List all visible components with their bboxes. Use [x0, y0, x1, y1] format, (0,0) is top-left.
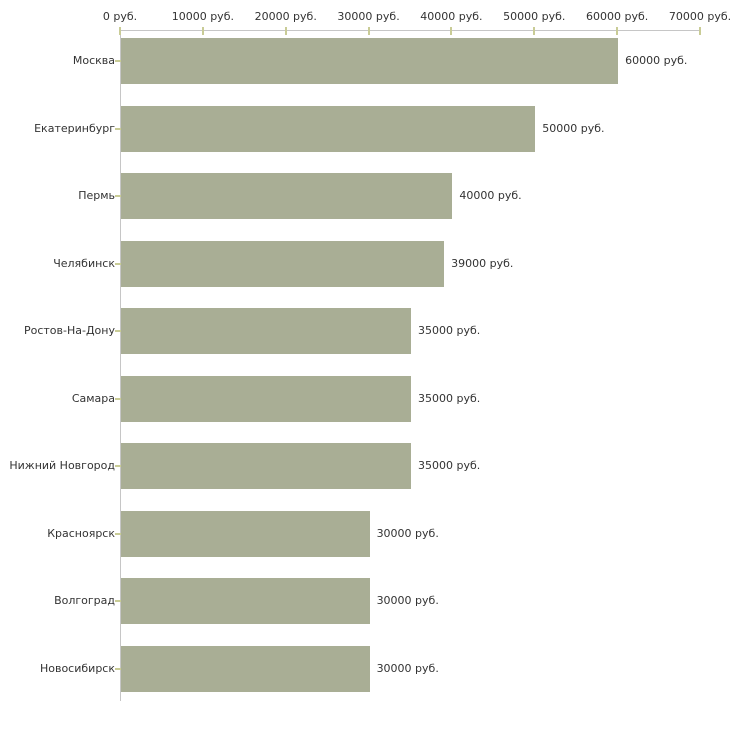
x-axis-tick-label: 60000 руб.	[586, 10, 649, 23]
x-axis-tick-mark	[533, 27, 536, 35]
category-label: Москва	[72, 54, 115, 67]
x-axis-tick-mark	[450, 27, 453, 35]
value-label: 60000 руб.	[625, 54, 688, 67]
category-label: Екатеринбург	[34, 121, 115, 135]
value-label: 50000 руб.	[542, 121, 605, 135]
x-axis-tick-mark	[119, 27, 121, 35]
category-label: Красноярск	[47, 526, 115, 540]
bar-row: Пермь 40000 руб.	[0, 173, 730, 219]
bar-row: Самара 35000 руб.	[0, 375, 730, 422]
bar	[121, 38, 619, 84]
x-axis-tick-label: 30000 руб.	[337, 10, 400, 23]
bar	[121, 443, 411, 489]
category-tick-mark	[115, 330, 122, 332]
bar	[121, 173, 453, 219]
x-axis-tick-mark	[616, 27, 619, 35]
bar	[121, 510, 370, 557]
category-tick-mark	[115, 397, 122, 400]
category-label: Пермь	[78, 189, 115, 202]
category-tick-mark	[115, 195, 122, 197]
x-axis-tick-label: 20000 руб.	[254, 10, 317, 23]
bar-row: Екатеринбург 50000 руб.	[0, 105, 730, 152]
category-tick-mark	[115, 532, 122, 535]
bar-row: Ростов-На-Дону 35000 руб.	[0, 308, 730, 354]
x-axis-line	[120, 30, 701, 31]
bar-row: Нижний Новгород 35000 руб.	[0, 443, 730, 489]
x-axis-tick-label: 40000 руб.	[420, 10, 483, 23]
bar	[121, 578, 370, 624]
x-axis-tick-label: 50000 руб.	[503, 10, 566, 23]
x-axis-tick-label: 70000 руб.	[668, 10, 730, 23]
bar-row: Москва 60000 руб.	[0, 38, 730, 84]
bar-row: Челябинск 39000 руб.	[0, 240, 730, 287]
bar	[121, 308, 411, 354]
bar	[121, 105, 536, 152]
x-axis-tick-mark	[284, 27, 287, 35]
category-tick-mark	[115, 127, 122, 130]
x-axis-tick-mark	[201, 27, 204, 35]
value-label: 35000 руб.	[418, 324, 481, 337]
category-tick-mark	[115, 667, 122, 670]
category-label: Волгоград	[54, 594, 115, 607]
category-label: Нижний Новгород	[9, 459, 115, 472]
x-axis-tick-mark	[699, 27, 701, 35]
x-axis-tick-label: 0 руб.	[102, 10, 138, 23]
category-tick-mark	[115, 262, 122, 265]
value-label: 30000 руб.	[376, 661, 439, 675]
value-label: 30000 руб.	[376, 526, 439, 540]
bar-row: Красноярск 30000 руб.	[0, 510, 730, 557]
category-label: Новосибирск	[39, 661, 115, 675]
bar	[121, 645, 370, 692]
category-tick-mark	[115, 600, 122, 602]
bar	[121, 375, 411, 422]
category-tick-mark	[115, 60, 122, 62]
value-label: 35000 руб.	[418, 459, 481, 472]
value-label: 40000 руб.	[459, 189, 522, 202]
bar-row: Новосибирск 30000 руб.	[0, 645, 730, 692]
category-label: Челябинск	[53, 256, 115, 270]
value-label: 35000 руб.	[418, 391, 481, 405]
value-label: 39000 руб.	[451, 256, 514, 270]
category-tick-mark	[115, 465, 122, 467]
value-label: 30000 руб.	[376, 594, 439, 607]
bar-row: Волгоград 30000 руб.	[0, 578, 730, 624]
category-label: Самара	[71, 391, 115, 405]
bar	[121, 240, 445, 287]
category-label: Ростов-На-Дону	[23, 324, 115, 337]
x-axis-tick-label: 10000 руб.	[171, 10, 234, 23]
y-axis-line	[120, 30, 121, 701]
x-axis-tick-mark	[367, 27, 370, 35]
